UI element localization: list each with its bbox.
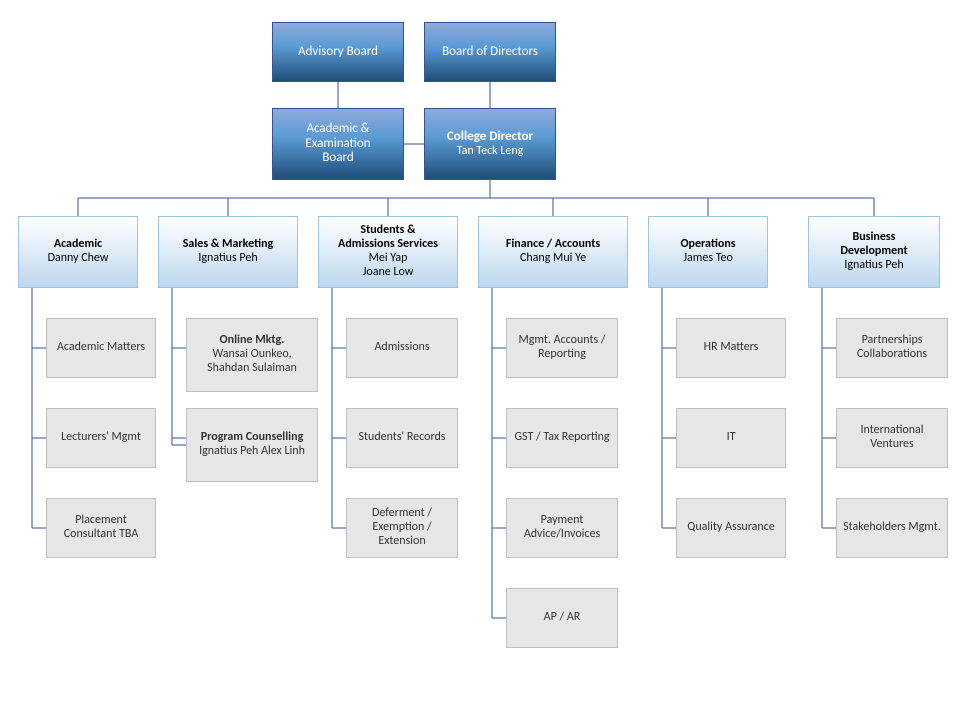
dept-finance: Finance / Accounts Chang Mui Ye <box>478 216 628 288</box>
dept-bizdev-name: Ignatius Peh <box>844 259 903 273</box>
dept-sales-title: Sales & Marketing <box>183 238 273 252</box>
sub-operations-0: HR Matters <box>676 318 786 378</box>
sub-operations-2: Quality Assurance <box>676 498 786 558</box>
sub-finance-1: GST / Tax Reporting <box>506 408 618 468</box>
sub-operations-1: IT <box>676 408 786 468</box>
dept-operations-title: Operations <box>680 238 735 252</box>
sub-students-2: Deferment / Exemption / Extension <box>346 498 458 558</box>
sub-students-0: Admissions <box>346 318 458 378</box>
dept-operations: Operations James Teo <box>648 216 768 288</box>
dept-students-title1: Students & <box>360 224 415 238</box>
sub-finance-2: Payment Advice/Invoices <box>506 498 618 558</box>
sub-bizdev-0: Partnerships Collaborations <box>836 318 948 378</box>
dept-academic: Academic Danny Chew <box>18 216 138 288</box>
dept-students-title2: Admissions Services <box>338 238 438 252</box>
aeb-line1: Academic & <box>306 122 369 137</box>
sub-academic-2: Placement Consultant TBA <box>46 498 156 558</box>
dept-students-name1: Mei Yap <box>369 252 408 266</box>
advisory-board-box: Advisory Board <box>272 22 404 82</box>
dept-bizdev-title2: Development <box>840 245 907 259</box>
sub-academic-1: Lecturers' Mgmt <box>46 408 156 468</box>
aeb-line3: Board <box>322 151 353 166</box>
dept-finance-name: Chang Mui Ye <box>520 252 586 266</box>
college-director-name: Tan Teck Leng <box>457 145 524 159</box>
board-of-directors-label: Board of Directors <box>442 45 538 60</box>
sub-bizdev-2: Stakeholders Mgmt. <box>836 498 948 558</box>
sub-sales-online: Online Mktg.Wansai Ounkeo, Shahdan Sulai… <box>186 318 318 392</box>
sub-academic-0: Academic Matters <box>46 318 156 378</box>
dept-bizdev: Business Development Ignatius Peh <box>808 216 940 288</box>
dept-academic-title: Academic <box>54 238 102 252</box>
sub-bizdev-1: International Ventures <box>836 408 948 468</box>
academic-exam-board-box: Academic & Examination Board <box>272 108 404 180</box>
dept-students-name2: Joane Low <box>363 266 414 280</box>
dept-bizdev-title1: Business <box>853 231 896 245</box>
dept-operations-name: James Teo <box>683 252 733 266</box>
board-of-directors-box: Board of Directors <box>424 22 556 82</box>
sub-finance-3: AP / AR <box>506 588 618 648</box>
sub-sales-program: Program CounsellingIgnatius Peh Alex Lin… <box>186 408 318 482</box>
sub-students-1: Students' Records <box>346 408 458 468</box>
college-director-title: College Director <box>447 130 533 145</box>
aeb-line2: Examination <box>305 137 370 152</box>
advisory-board-label: Advisory Board <box>298 45 378 60</box>
dept-students: Students & Admissions Services Mei Yap J… <box>318 216 458 288</box>
dept-finance-title: Finance / Accounts <box>506 238 600 252</box>
college-director-box: College Director Tan Teck Leng <box>424 108 556 180</box>
dept-sales-name: Ignatius Peh <box>198 252 257 266</box>
dept-sales: Sales & Marketing Ignatius Peh <box>158 216 298 288</box>
dept-academic-name: Danny Chew <box>48 252 109 266</box>
sub-finance-0: Mgmt. Accounts / Reporting <box>506 318 618 378</box>
